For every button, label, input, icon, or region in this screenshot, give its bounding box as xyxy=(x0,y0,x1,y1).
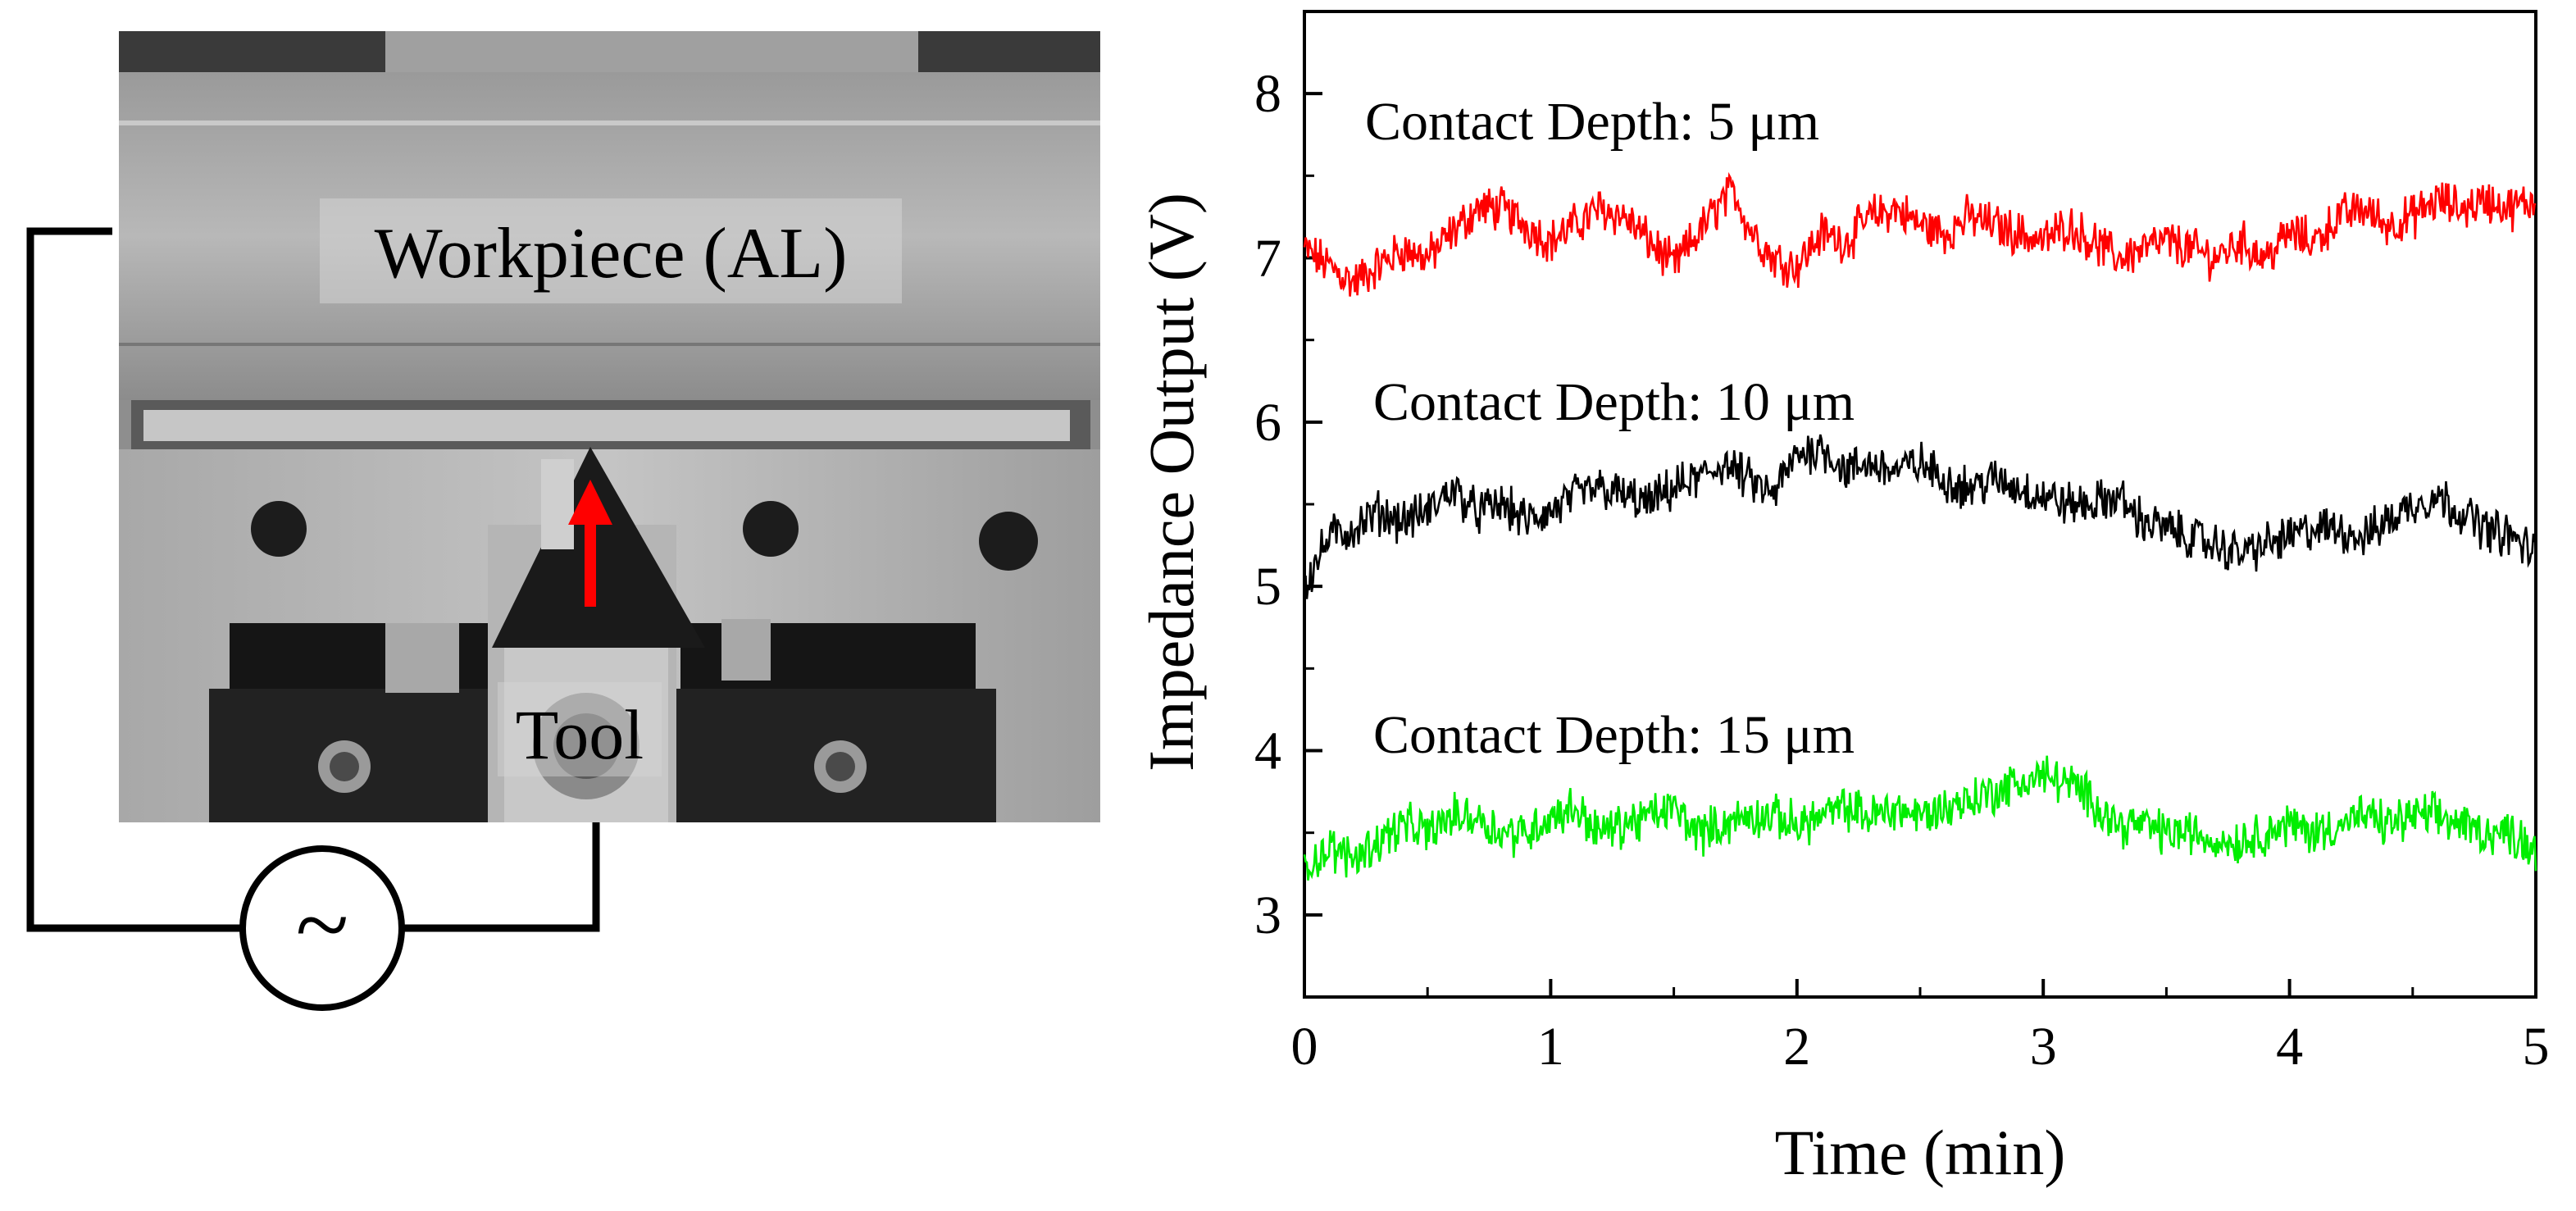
x-tick-label: 0 xyxy=(1291,1017,1318,1077)
annotation-5um: Contact Depth: 5 μm xyxy=(1365,92,1819,152)
annotation-15um: Contact Depth: 15 μm xyxy=(1373,705,1855,765)
series-line-1 xyxy=(1303,434,2537,602)
x-tick-label: 2 xyxy=(1783,1017,1810,1077)
chart: 0 1 2 3 4 5 3 4 5 6 7 8 Contact Depth: 5 μm Contact… xyxy=(1136,10,2550,1188)
circuit-wiring xyxy=(26,227,600,932)
series-line-2 xyxy=(1303,755,2537,881)
series-group xyxy=(1303,171,2537,881)
x-tick-label: 4 xyxy=(2276,1017,2303,1077)
x-tick-label: 5 xyxy=(2523,1017,2550,1077)
tool-label: Tool xyxy=(516,695,644,774)
red-up-arrow-icon xyxy=(568,480,612,607)
setup-photo: Workpiece (AL) Tool xyxy=(119,31,1100,822)
y-axis-label: Impedance Output (V) xyxy=(1136,193,1207,772)
y-tick-label: 8 xyxy=(1254,64,1281,124)
annotation-10um: Contact Depth: 10 μm xyxy=(1373,372,1855,432)
ac-source-icon: ~ xyxy=(239,845,405,1011)
x-tick-label: 3 xyxy=(2030,1017,2057,1077)
y-tick-label: 3 xyxy=(1254,885,1281,945)
workpiece-label: Workpiece (AL) xyxy=(375,214,848,294)
y-tick-label: 7 xyxy=(1254,229,1281,289)
x-axis-label: Time (min) xyxy=(1775,1117,2066,1188)
series-line-0 xyxy=(1303,171,2537,297)
x-tick-label: 1 xyxy=(1537,1017,1564,1077)
tool-tip xyxy=(492,447,705,648)
tick-labels: 0 1 2 3 4 5 3 4 5 6 7 8 xyxy=(1254,64,2550,1077)
y-tick-label: 6 xyxy=(1254,393,1281,453)
y-tick-label: 5 xyxy=(1254,557,1281,617)
ac-source-symbol: ~ xyxy=(296,870,349,979)
y-tick-label: 4 xyxy=(1254,722,1281,781)
